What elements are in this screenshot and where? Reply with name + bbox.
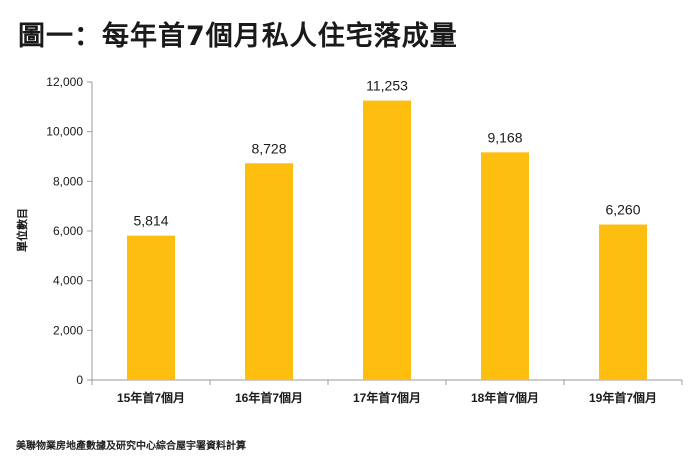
y-tick-label: 6,000 (53, 224, 83, 238)
bar (245, 163, 293, 380)
data-label: 9,168 (487, 129, 522, 145)
y-tick-label: 12,000 (46, 75, 83, 89)
chart-title: 圖一：每年首7個月私人住宅落成量 (18, 21, 458, 52)
bar (481, 152, 529, 380)
data-label: 6,260 (605, 202, 640, 218)
bar (599, 224, 647, 380)
data-label: 8,728 (251, 140, 286, 156)
y-tick-label: 8,000 (53, 174, 83, 188)
y-tick-label: 4,000 (53, 274, 83, 288)
y-tick-label: 0 (76, 373, 83, 387)
data-label: 11,253 (366, 78, 408, 94)
bar (127, 235, 175, 380)
x-tick-label: 16年首7個月 (235, 390, 303, 405)
x-tick-label: 17年首7個月 (353, 390, 421, 405)
y-tick-label: 2,000 (53, 323, 83, 337)
y-tick-label: 10,000 (46, 125, 83, 139)
x-tick-label: 15年首7個月 (117, 390, 185, 405)
source-note: 美聯物業房地產數據及研究中心綜合屋宇署資料計算 (16, 441, 246, 452)
data-label: 5,814 (133, 213, 168, 229)
x-tick-label: 19年首7個月 (589, 390, 657, 405)
x-tick-label: 18年首7個月 (471, 390, 539, 405)
bar (363, 100, 411, 380)
